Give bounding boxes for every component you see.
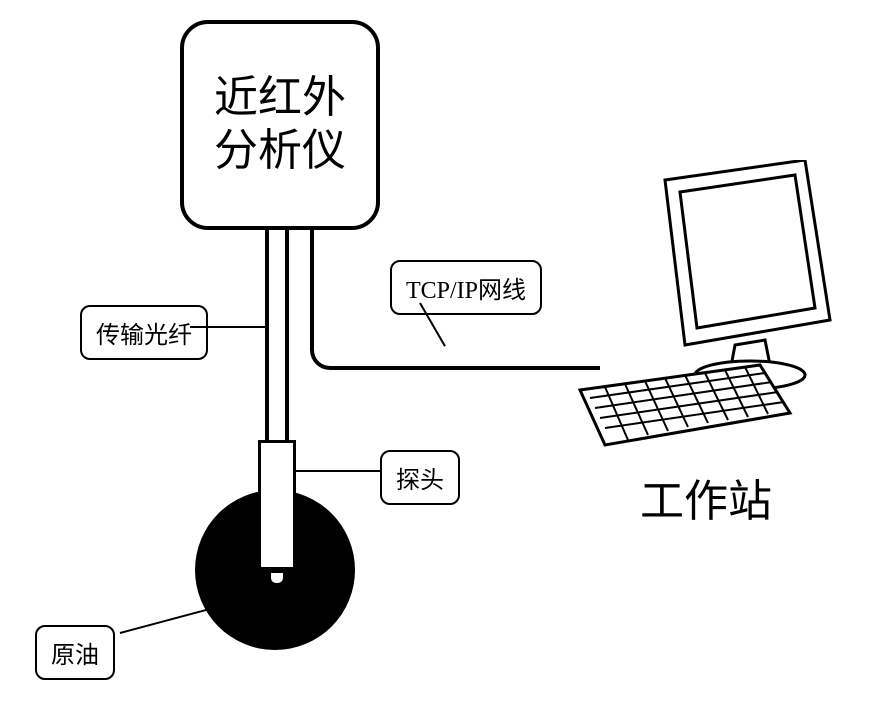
analyzer-label: 近红外 分析仪 xyxy=(214,72,346,178)
fiber-label-box: 传输光纤 xyxy=(80,305,208,360)
probe-tip xyxy=(268,570,286,586)
probe-label-box: 探头 xyxy=(380,450,460,505)
workstation-label: 工作站 xyxy=(640,465,772,529)
fiber-line-right xyxy=(285,230,289,440)
workstation-icon xyxy=(560,160,860,455)
fiber-line-left xyxy=(265,230,269,440)
oil-label: 原油 xyxy=(51,643,99,669)
probe-body xyxy=(258,440,296,570)
tcp-label: TCP/IP网线 xyxy=(406,278,526,304)
fiber-label: 传输光纤 xyxy=(96,323,192,349)
probe-connector-line xyxy=(296,470,380,472)
cable-curve xyxy=(310,330,600,370)
oil-label-box: 原油 xyxy=(35,625,115,680)
tcp-label-box: TCP/IP网线 xyxy=(390,260,542,315)
analyzer-box: 近红外 分析仪 xyxy=(180,20,380,230)
fiber-connector-line xyxy=(190,326,265,328)
probe-label: 探头 xyxy=(396,468,444,494)
